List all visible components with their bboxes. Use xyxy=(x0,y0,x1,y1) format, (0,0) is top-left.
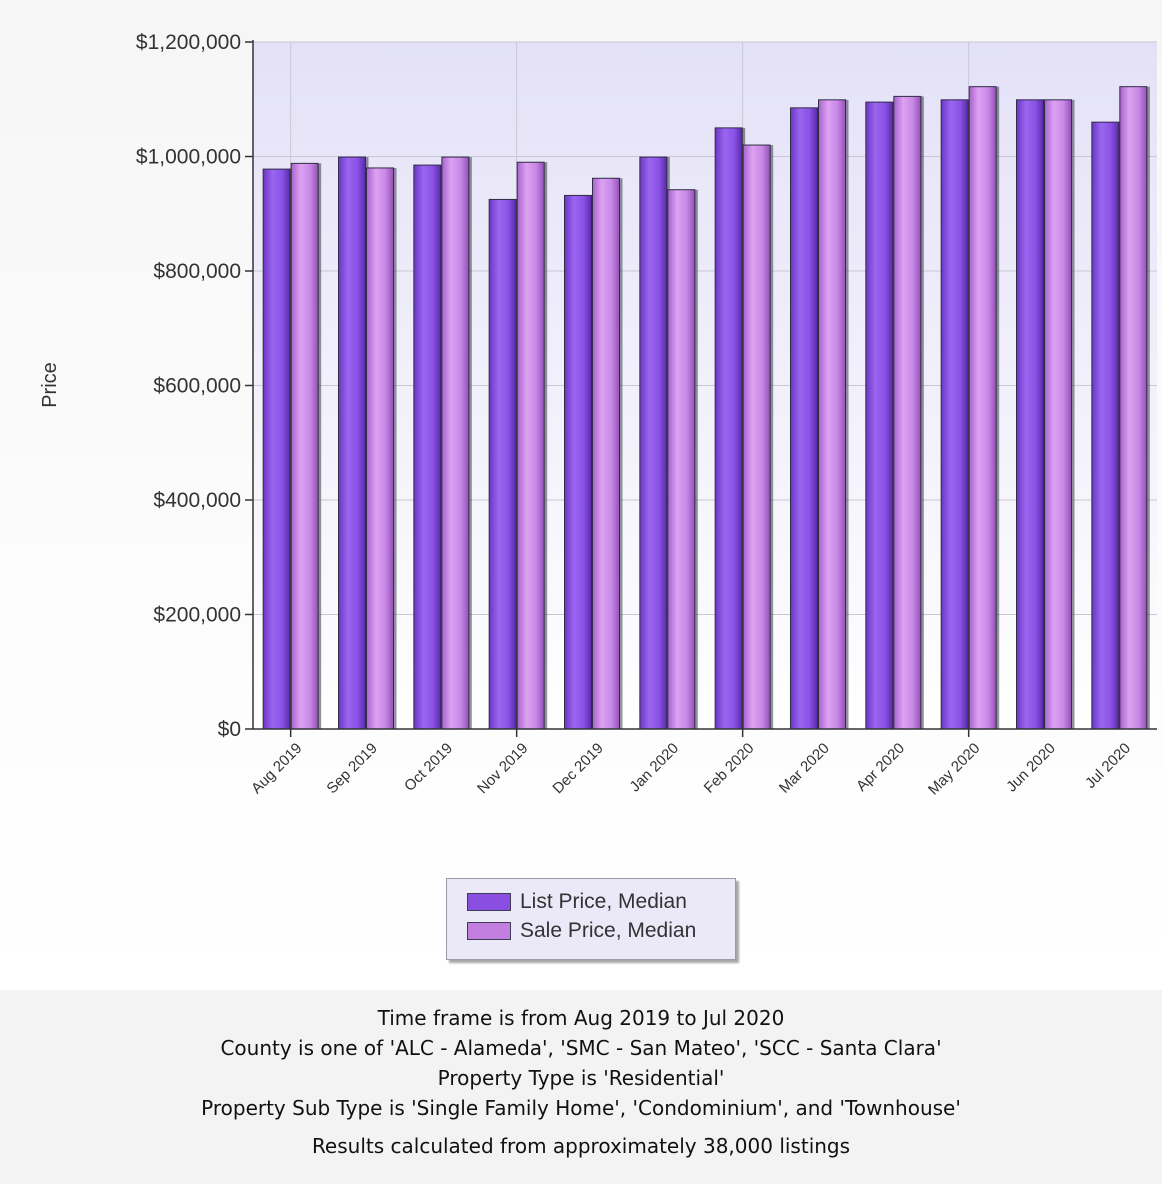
note-property-type: Property Type is 'Residential' xyxy=(437,1066,725,1090)
note-county: County is one of 'ALC - Alameda', 'SMC -… xyxy=(220,1036,942,1060)
bar-sale-price-jul-2020 xyxy=(1119,86,1148,730)
y-tick-label: $1,200,000 xyxy=(136,31,241,54)
x-tick-label: Apr 2020 xyxy=(853,740,908,795)
bar-list-price-jun-2020 xyxy=(1016,99,1044,730)
legend-swatch-list-price xyxy=(467,893,511,911)
legend-swatch-sale-price xyxy=(467,922,511,940)
x-tick-label: Jul 2020 xyxy=(1082,740,1134,792)
x-tick-label: Oct 2019 xyxy=(401,740,456,795)
bar-sale-price-oct-2019 xyxy=(441,156,470,730)
bar-list-price-feb-2020 xyxy=(714,127,743,730)
x-tick-labels: Aug 2019 Sep 2019 Oct 2019 Nov 2019 Dec 2019… xyxy=(248,740,1134,799)
legend-item-list-price: List Price, Median xyxy=(467,889,687,915)
bar-chart: $0 $200,000 $400,000 $600,000 $800,000 $1,000… xyxy=(39,31,1157,799)
x-tick-label: May 2020 xyxy=(925,740,984,799)
bar-sale-price-sep-2019 xyxy=(366,167,394,730)
bars-group xyxy=(262,86,1150,730)
bar-sale-price-dec-2019 xyxy=(592,177,620,730)
x-tick-label: Feb 2020 xyxy=(701,740,758,797)
y-tick-label: $600,000 xyxy=(153,375,241,398)
note-property-sub-type: Property Sub Type is 'Single Family Home… xyxy=(201,1096,961,1120)
x-tick-label: Jan 2020 xyxy=(626,740,682,796)
y-tick-label: $800,000 xyxy=(153,260,241,283)
bar-sale-price-feb-2020 xyxy=(742,144,771,730)
chart-legend: List Price, Median Sale Price, Median xyxy=(446,878,736,960)
bar-sale-price-mar-2020 xyxy=(818,99,846,730)
bar-list-price-jul-2020 xyxy=(1091,121,1120,730)
bar-sale-price-apr-2020 xyxy=(893,95,922,730)
bar-list-price-nov-2019 xyxy=(488,198,517,730)
x-tick-label: Jun 2020 xyxy=(1003,740,1059,796)
chart-area: $0 $200,000 $400,000 $600,000 $800,000 $1,000… xyxy=(0,0,1162,990)
note-time-frame: Time frame is from Aug 2019 to Jul 2020 xyxy=(377,1006,785,1030)
x-tick-label: Mar 2020 xyxy=(776,740,833,797)
search-criteria-notes: Time frame is from Aug 2019 to Jul 2020 … xyxy=(0,1003,1162,1161)
bar-list-price-apr-2020 xyxy=(865,101,894,730)
x-tick-label: Nov 2019 xyxy=(474,740,531,797)
x-tick-label: Dec 2019 xyxy=(549,740,606,797)
y-tick-label: $200,000 xyxy=(153,604,241,627)
bar-list-price-dec-2019 xyxy=(564,194,592,730)
bar-list-price-may-2020 xyxy=(940,99,969,730)
bar-list-price-oct-2019 xyxy=(413,164,442,730)
axes xyxy=(245,40,1157,737)
bar-list-price-aug-2019 xyxy=(262,168,291,730)
legend-item-sale-price: Sale Price, Median xyxy=(467,918,696,944)
y-tick-label: $1,000,000 xyxy=(136,146,241,169)
bar-sale-price-may-2020 xyxy=(968,86,997,730)
y-tick-label: $0 xyxy=(218,718,241,741)
legend-label-list-price: List Price, Median xyxy=(520,890,687,913)
bar-list-price-jan-2020 xyxy=(639,156,668,730)
legend-label-sale-price: Sale Price, Median xyxy=(520,919,697,942)
bar-sale-price-jan-2020 xyxy=(667,189,696,730)
x-tick-label: Sep 2019 xyxy=(323,740,380,797)
y-tick-labels: $0 $200,000 $400,000 $600,000 $800,000 $1,000… xyxy=(136,31,241,741)
note-results-count: Results calculated from approximately 38… xyxy=(311,1134,851,1158)
bar-sale-price-aug-2019 xyxy=(290,162,319,730)
x-tick-label: Aug 2019 xyxy=(248,740,305,797)
y-axis-label: Price xyxy=(39,362,61,408)
y-tick-label: $400,000 xyxy=(153,489,241,512)
bar-list-price-mar-2020 xyxy=(790,107,818,730)
bar-sale-price-jun-2020 xyxy=(1044,99,1072,730)
bar-sale-price-nov-2019 xyxy=(516,161,545,730)
bar-list-price-sep-2019 xyxy=(338,156,366,730)
